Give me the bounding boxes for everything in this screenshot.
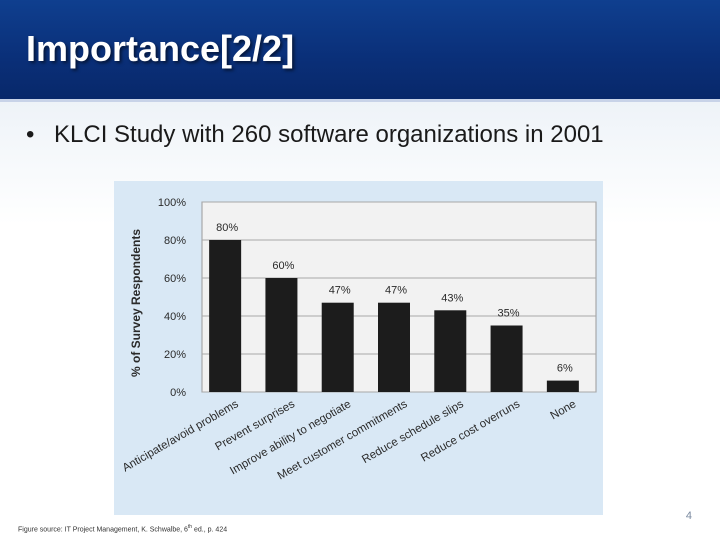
- page-number: 4: [685, 510, 692, 522]
- y-tick-label: 80%: [164, 235, 186, 247]
- footnote-text: Figure source: IT Project Management, K.…: [18, 526, 188, 534]
- y-tick-label: 100%: [158, 197, 186, 209]
- bar: [546, 380, 579, 392]
- bar: [321, 302, 354, 392]
- footnote-text-end: ed., p. 424: [192, 526, 228, 534]
- data-label: 80%: [216, 222, 238, 234]
- bar: [434, 310, 467, 392]
- category-label: Reduce schedule slips: [360, 398, 466, 466]
- bullet-point: • KLCI Study with 260 software organizat…: [26, 118, 686, 152]
- bar: [265, 278, 298, 392]
- data-label: 47%: [385, 285, 407, 297]
- slide-title: Importance[2/2]: [26, 28, 295, 69]
- data-label: 47%: [329, 285, 351, 297]
- category-label: Anticipate/avoid problems: [121, 398, 241, 474]
- footnote-superscript: th: [187, 524, 193, 530]
- bar-chart: 0% 20% 40% 60% 80% 100% % of Survey Respondent…: [121, 197, 597, 482]
- y-axis-label: % of Survey Respondents: [129, 229, 143, 377]
- category-label: None: [549, 398, 579, 422]
- data-label: 43%: [441, 292, 463, 304]
- data-label: 35%: [498, 308, 520, 320]
- chart-panel: 0% 20% 40% 60% 80% 100% % of Survey Respondent…: [114, 181, 603, 515]
- data-label: 60%: [272, 260, 294, 272]
- bar: [209, 240, 242, 392]
- title-bar: Importance[2/2]: [0, 0, 720, 102]
- y-tick-label: 60%: [164, 273, 186, 285]
- y-tick-label: 0%: [170, 387, 186, 399]
- y-tick-label: 20%: [164, 349, 186, 361]
- bullet-text: KLCI Study with 260 software organizatio…: [54, 121, 604, 148]
- y-tick-label: 40%: [164, 311, 186, 323]
- data-label: 6%: [557, 363, 573, 375]
- bullet-dot-icon: •: [26, 121, 35, 148]
- figure-source-note: Figure source: IT Project Management, K.…: [18, 524, 227, 533]
- bar: [490, 325, 523, 392]
- category-label: Reduce cost overruns: [419, 398, 522, 464]
- bar: [378, 302, 410, 392]
